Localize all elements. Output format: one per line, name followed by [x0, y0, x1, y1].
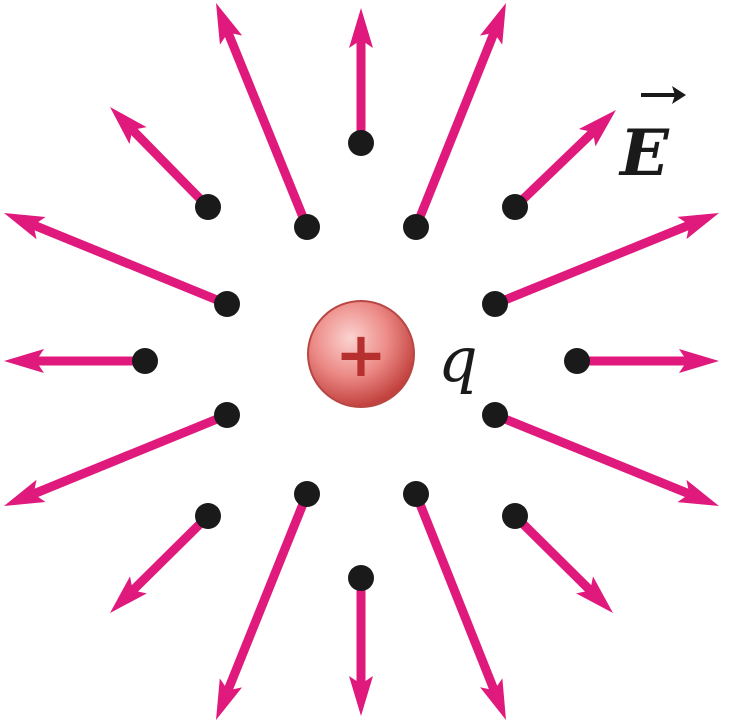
field-vectors	[4, 3, 719, 720]
field-vector-shaft	[223, 492, 312, 692]
field-label: E	[618, 86, 686, 191]
point-charge: +	[307, 300, 415, 408]
field-point	[294, 481, 320, 507]
field-vector	[348, 8, 374, 156]
arrowhead-icon	[576, 576, 613, 613]
field-vector-shaft	[31, 220, 229, 309]
field-vector	[482, 213, 719, 317]
field-point	[348, 565, 374, 591]
arrowhead-icon	[679, 349, 719, 373]
field-vector	[216, 481, 320, 720]
arrowhead-icon	[479, 3, 506, 45]
arrowhead-icon	[4, 213, 46, 240]
field-point	[348, 130, 374, 156]
field-vector	[110, 107, 221, 220]
arrowhead-icon	[349, 676, 373, 716]
field-vector-shaft	[511, 128, 597, 211]
field-vector	[216, 3, 320, 240]
field-vector-shaft	[511, 512, 594, 594]
arrowhead-icon	[216, 3, 243, 45]
charge-circle	[307, 300, 415, 408]
arrowhead-icon	[578, 110, 616, 147]
field-vector-shaft	[411, 31, 499, 229]
field-vector	[110, 503, 221, 613]
field-vector	[502, 503, 613, 613]
field-point	[502, 194, 528, 220]
field-vector-shaft	[411, 492, 499, 692]
field-point	[214, 402, 240, 428]
field-point	[195, 194, 221, 220]
charge-sign: +	[335, 318, 387, 391]
field-point	[564, 348, 590, 374]
field-vector	[4, 348, 158, 374]
arrowhead-icon	[349, 8, 373, 48]
field-vector-shaft	[31, 410, 229, 499]
field-point	[482, 291, 508, 317]
field-point	[195, 503, 221, 529]
arrowhead-icon	[110, 107, 147, 144]
field-vector-shaft	[223, 30, 312, 229]
arrowhead-icon	[216, 678, 243, 720]
field-label-letter: E	[618, 116, 670, 191]
field-vector	[4, 402, 240, 506]
field-point	[294, 214, 320, 240]
arrowhead-icon	[677, 213, 719, 240]
charge-label: q	[438, 323, 478, 396]
field-point	[502, 503, 528, 529]
field-vector	[403, 3, 506, 240]
field-vector-shaft	[493, 410, 692, 499]
field-vector	[4, 213, 240, 317]
field-point	[132, 348, 158, 374]
field-vector	[482, 402, 719, 506]
field-point	[214, 291, 240, 317]
field-vector-shaft	[493, 220, 692, 309]
field-point	[403, 481, 429, 507]
arrowhead-icon	[677, 479, 719, 506]
field-vector-shaft	[129, 512, 212, 594]
arrowhead-icon	[110, 576, 147, 613]
field-vector	[502, 110, 616, 220]
field-point	[403, 214, 429, 240]
arrowhead-icon	[480, 678, 506, 720]
field-vector	[403, 481, 506, 720]
field-point	[482, 402, 508, 428]
vector-arrow-icon	[641, 86, 686, 104]
field-vector	[564, 348, 719, 374]
field-vector	[348, 565, 374, 716]
arrowhead-icon	[4, 349, 44, 373]
arrowhead-icon	[4, 479, 46, 506]
field-vector-shaft	[129, 126, 212, 211]
